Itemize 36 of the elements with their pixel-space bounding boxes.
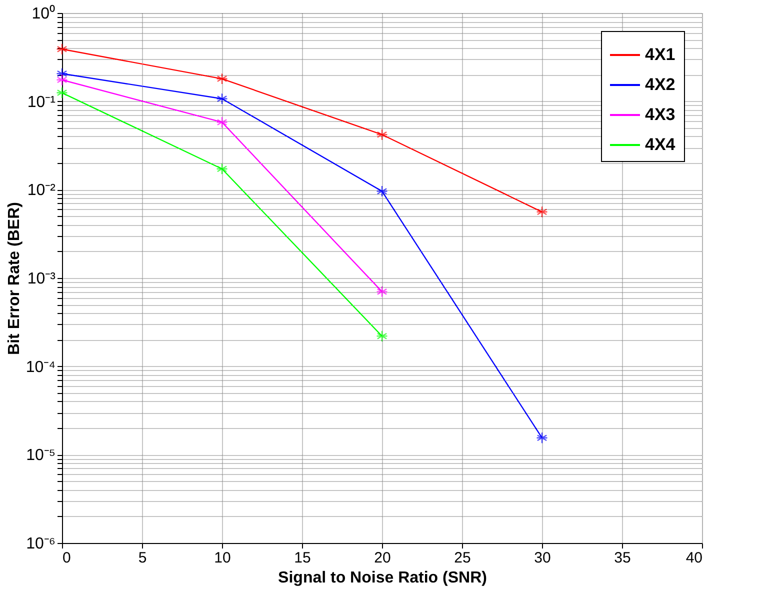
y-tick-label: 10⁻⁶ bbox=[26, 536, 56, 552]
y-tick-label: 10⁻³ bbox=[27, 270, 56, 288]
x-tick-label: 30 bbox=[534, 550, 551, 566]
point bbox=[376, 330, 388, 342]
x-tick-label: 5 bbox=[138, 550, 147, 566]
point bbox=[216, 116, 228, 128]
point bbox=[216, 163, 228, 175]
point bbox=[56, 68, 68, 80]
x-tick-label: 25 bbox=[454, 550, 471, 566]
y-tick-label: 10⁰ bbox=[32, 4, 56, 22]
legend-label: 4X2 bbox=[645, 75, 676, 94]
y-tick-label: 10⁻⁵ bbox=[26, 447, 56, 464]
legend-label: 4X4 bbox=[645, 135, 676, 154]
point bbox=[376, 128, 388, 140]
x-tick-label: 35 bbox=[614, 550, 631, 566]
y-axis-title: Bit Error Rate (BER) bbox=[6, 202, 23, 355]
point bbox=[56, 86, 68, 99]
y-tick-label: 10⁻² bbox=[27, 182, 56, 200]
x-tick-label: 20 bbox=[374, 550, 391, 566]
legend-label: 4X1 bbox=[645, 45, 676, 64]
x-tick-label: 15 bbox=[294, 550, 311, 566]
y-tick-label: 10⁻⁴ bbox=[26, 358, 56, 376]
x-tick-label: 40 bbox=[686, 550, 702, 566]
x-tick-label: 0 bbox=[62, 550, 71, 566]
x-tick-label: 10 bbox=[214, 550, 231, 566]
point bbox=[376, 286, 388, 298]
point bbox=[536, 206, 548, 218]
y-tick-label: 10⁻¹ bbox=[27, 94, 56, 111]
point bbox=[56, 74, 68, 86]
point bbox=[536, 432, 548, 444]
point bbox=[376, 185, 388, 198]
point bbox=[216, 92, 228, 105]
point bbox=[56, 43, 68, 55]
x-axis-title: Signal to Noise Ratio (SNR) bbox=[278, 570, 487, 586]
point bbox=[216, 72, 228, 85]
legend-label: 4X3 bbox=[645, 105, 676, 124]
